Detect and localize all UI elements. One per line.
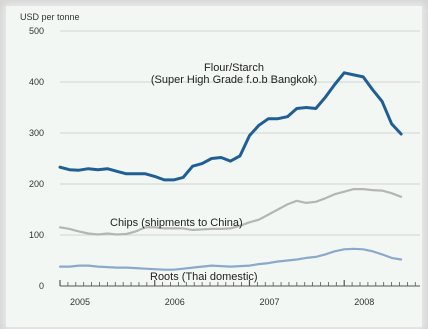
y-tick-labels: 0 100 200 300 400 500	[29, 26, 44, 291]
roots-label: Roots (Thai domestic)	[150, 271, 258, 283]
x-tick-label: 2006	[165, 297, 185, 307]
y-tick-label: 0	[39, 281, 44, 291]
chart-panel: 0 100 200 300 400 500 USD per tonne 2005 2006 2…	[6, 6, 424, 327]
x-tick-label: 2005	[70, 297, 90, 307]
y-axis-label: USD per tonne	[20, 12, 80, 22]
flour-starch-sublabel: (Super High Grade f.o.b Bangkok)	[151, 74, 317, 86]
gridlines	[60, 30, 420, 236]
flour-starch-label: Flour/Starch	[204, 62, 264, 74]
series-line-0	[58, 71, 403, 182]
y-tick-label: 500	[29, 26, 44, 36]
series-line-1	[58, 188, 403, 236]
x-tick-labels: 2005 2006 2007 2008	[70, 297, 374, 307]
y-tick-label: 200	[29, 179, 44, 189]
series-line-2	[58, 247, 403, 271]
x-tick-label: 2007	[259, 297, 279, 307]
x-tick-label: 2008	[354, 297, 374, 307]
series-lines	[58, 71, 403, 271]
chips-label: Chips (shipments to China)	[110, 217, 243, 229]
y-tick-label: 100	[29, 230, 44, 240]
x-axis	[59, 280, 424, 287]
y-tick-label: 400	[29, 77, 44, 87]
y-tick-label: 300	[29, 128, 44, 138]
